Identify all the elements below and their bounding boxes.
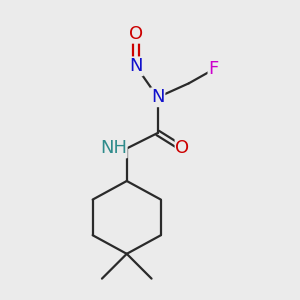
Text: NH: NH [100,140,127,158]
Text: N: N [129,57,143,75]
Text: N: N [151,88,164,106]
Text: O: O [176,140,190,158]
Text: F: F [208,60,219,78]
Text: O: O [129,25,143,43]
